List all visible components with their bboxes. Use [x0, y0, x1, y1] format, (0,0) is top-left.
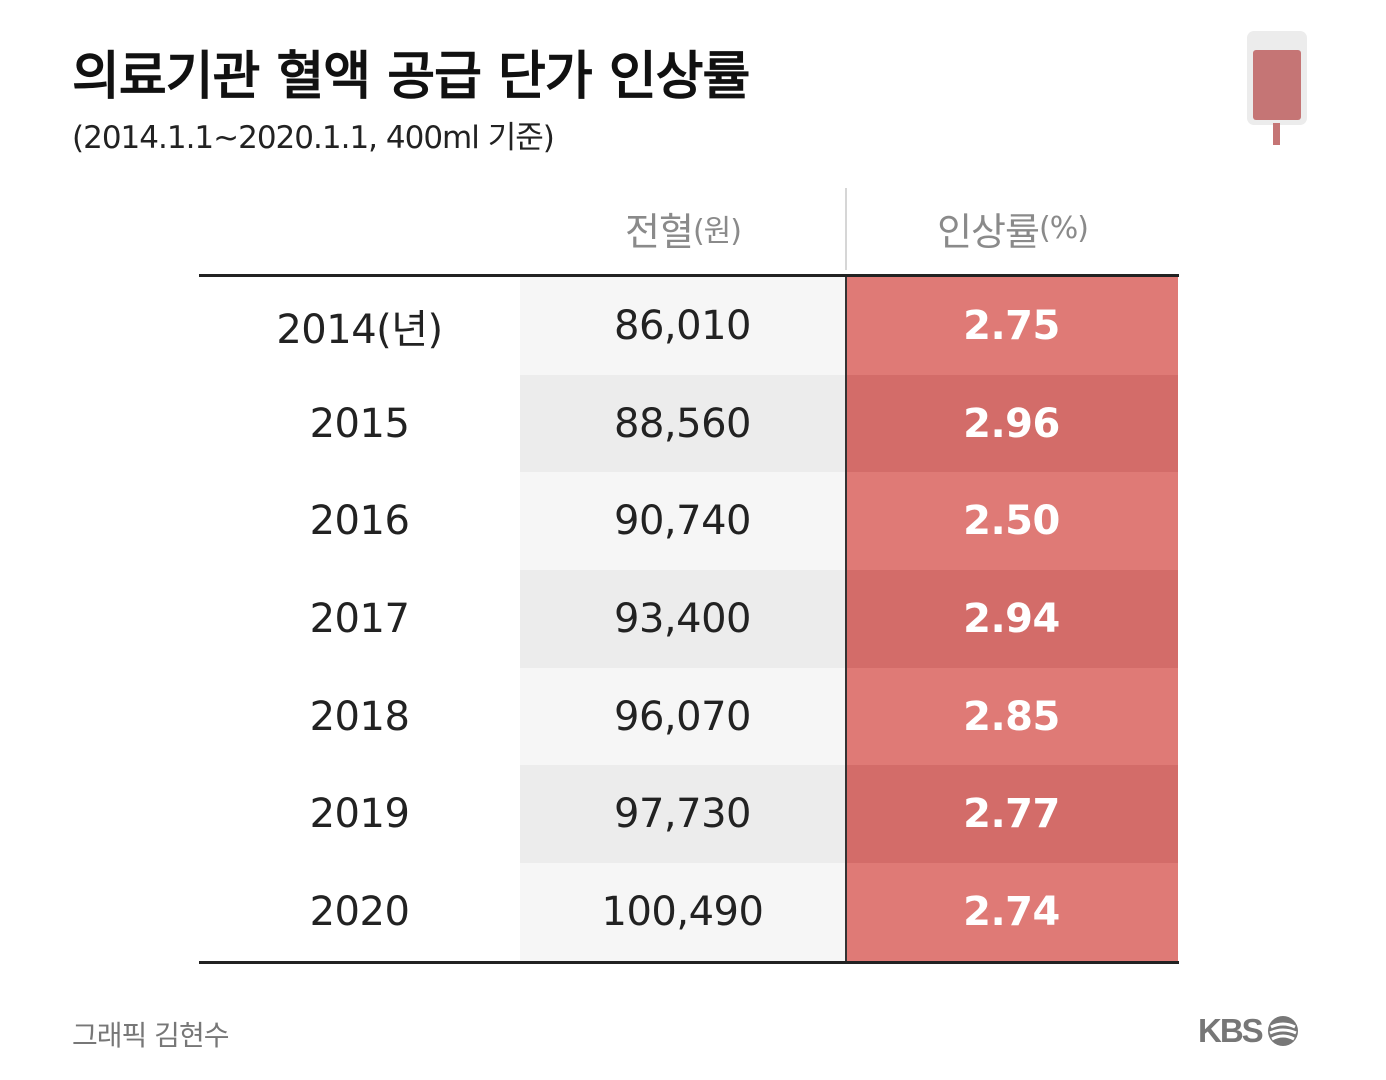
page-title: 의료기관 혈액 공급 단가 인상률 [72, 47, 750, 107]
header-price-label: 전혈 [625, 209, 694, 254]
header-divider [845, 188, 847, 270]
rate-cell: 2.75 [845, 277, 1178, 375]
price-cell: 86,010 [520, 277, 845, 375]
year-cell: 2015 [199, 374, 520, 473]
rate-column-divider [845, 277, 847, 961]
price-cell: 97,730 [520, 765, 845, 864]
year-cell: 2020 [199, 863, 520, 961]
year-cell: 2018 [199, 667, 520, 766]
rate-cell: 2.94 [845, 570, 1178, 668]
price-table: 전혈 (원) 인상률 (%) 2014(년) 86,010 2.75 2015 88… [199, 186, 1179, 964]
table-body: 2014(년) 86,010 2.75 2015 88,560 2.96 201… [199, 277, 1179, 961]
price-cell: 96,070 [520, 667, 845, 766]
price-cell: 100,490 [520, 863, 845, 961]
table-row: 2020 100,490 2.74 [199, 863, 1179, 961]
table-row: 2017 93,400 2.94 [199, 570, 1179, 668]
header-rate: 인상률 (%) [846, 186, 1179, 270]
table-row: 2019 97,730 2.77 [199, 765, 1179, 864]
header-price: 전혈 (원) [520, 186, 846, 270]
header-rate-label: 인상률 [937, 209, 1040, 254]
year-cell: 2017 [199, 570, 520, 668]
rate-cell: 2.85 [845, 667, 1178, 766]
price-cell: 90,740 [520, 472, 845, 571]
price-cell: 88,560 [520, 374, 845, 473]
table-row: 2016 90,740 2.50 [199, 472, 1179, 571]
blood-bag-icon [1247, 31, 1307, 145]
table-top-rule [199, 274, 1179, 277]
rate-cell: 2.50 [845, 472, 1178, 571]
year-cell: 2016 [199, 472, 520, 571]
kbs-logo-text: KBS [1198, 1012, 1264, 1049]
rate-cell: 2.74 [845, 863, 1178, 961]
page-subtitle: (2014.1.1~2020.1.1, 400ml 기준) [72, 120, 555, 156]
table-row: 2014(년) 86,010 2.75 [199, 277, 1179, 375]
table-row: 2015 88,560 2.96 [199, 374, 1179, 473]
kbs-logo: KBS [1198, 1012, 1300, 1050]
kbs-logo-mark-icon [1267, 1016, 1298, 1046]
graphic-credit: 그래픽 김현수 [72, 1019, 229, 1052]
rate-cell: 2.96 [845, 374, 1178, 473]
year-cell: 2014(년) [199, 277, 520, 375]
table-row: 2018 96,070 2.85 [199, 667, 1179, 766]
year-cell: 2019 [199, 765, 520, 864]
price-cell: 93,400 [520, 570, 845, 668]
header-rate-unit: (%) [1038, 210, 1089, 246]
table-bottom-rule [199, 960, 1179, 964]
header-price-unit: (원) [692, 214, 742, 249]
table-header: 전혈 (원) 인상률 (%) [199, 186, 1179, 274]
rate-cell: 2.77 [845, 765, 1178, 864]
